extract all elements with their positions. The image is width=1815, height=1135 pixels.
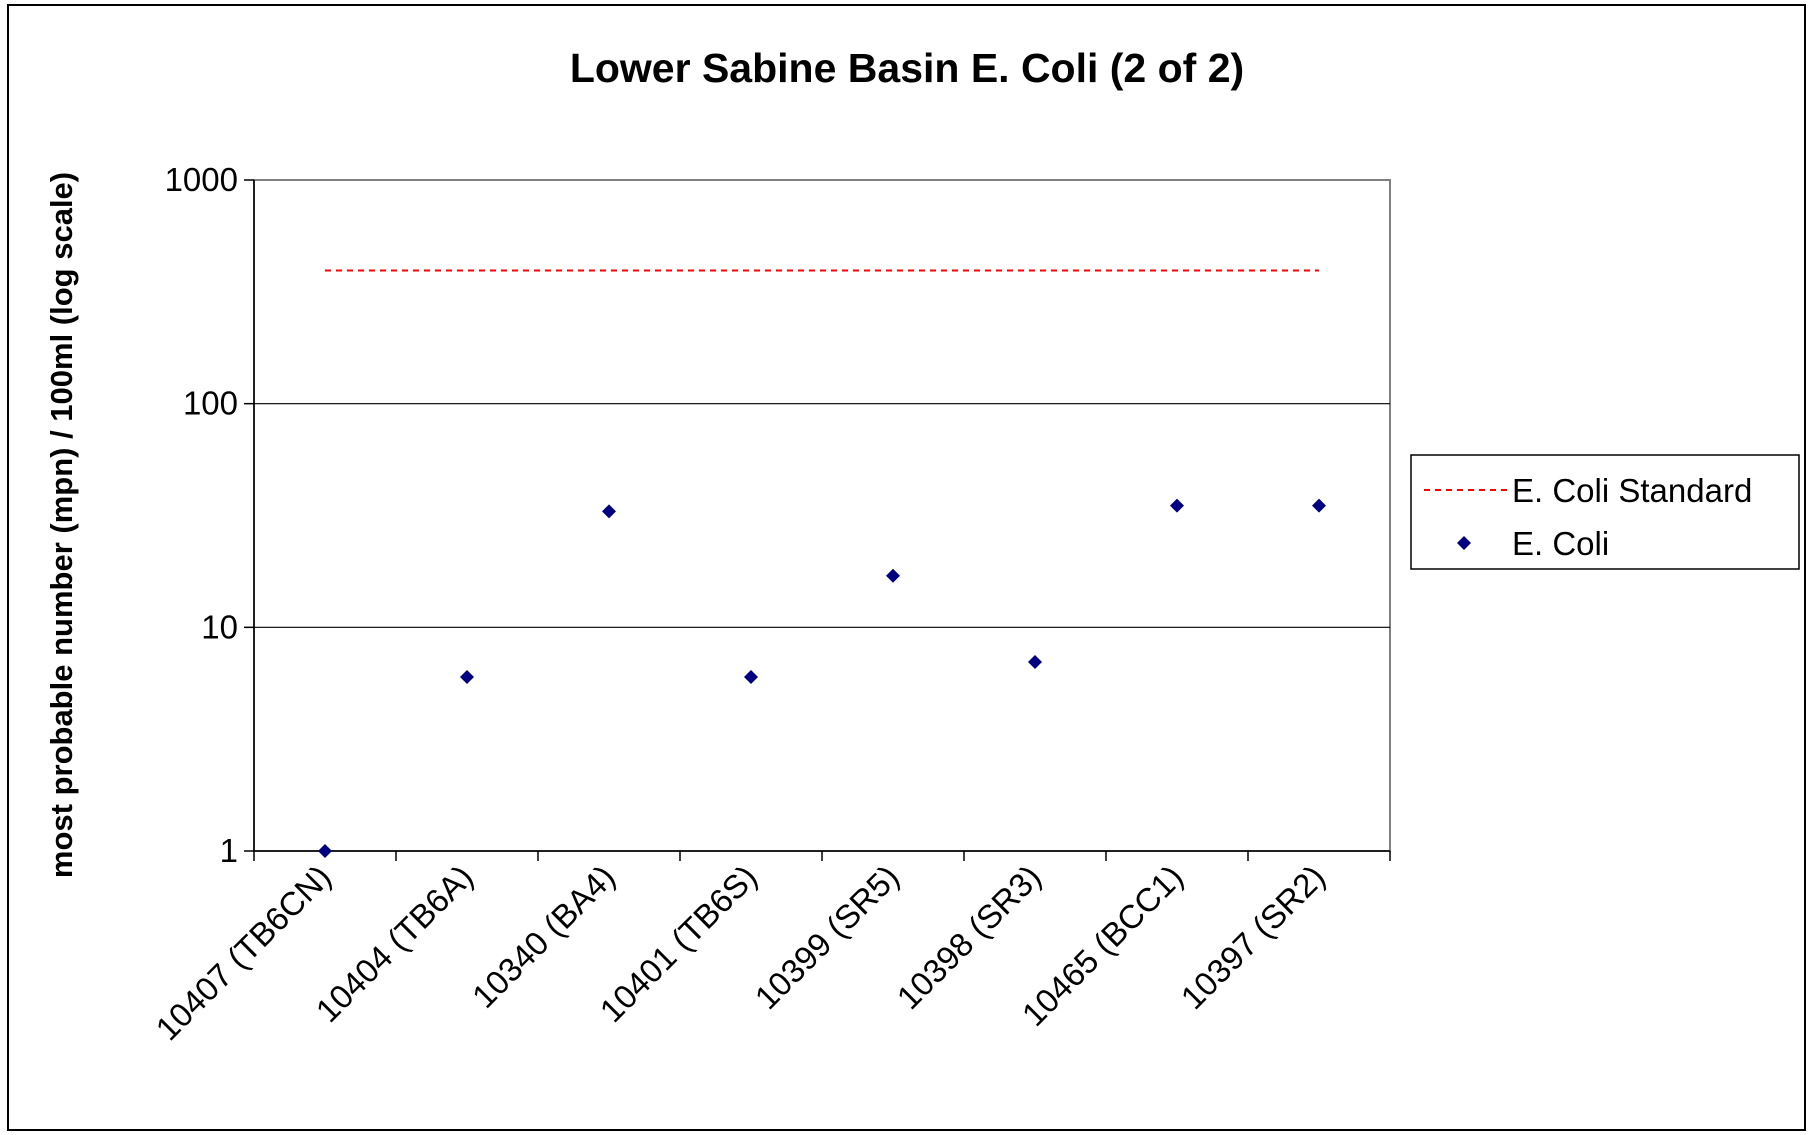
data-point (1170, 498, 1184, 513)
data-point (1312, 498, 1326, 513)
legend-swatch-ecoli (1457, 536, 1471, 550)
legend-label-standard: E. Coli Standard (1512, 472, 1752, 509)
legend: E. Coli Standard E. Coli (1410, 454, 1800, 570)
y-tick-label: 100 (183, 385, 238, 422)
data-point (460, 669, 474, 684)
chart-title: Lower Sabine Basin E. Coli (2 of 2) (570, 45, 1244, 91)
y-tick-label: 1 (220, 832, 238, 869)
data-point (318, 844, 332, 858)
data-point (886, 568, 900, 583)
grid-lines (254, 403, 1390, 628)
data-point (744, 669, 758, 684)
data-point (1028, 654, 1042, 669)
data-point (602, 504, 616, 519)
y-tick-label: 10 (201, 608, 238, 645)
plot-area (253, 179, 1391, 852)
legend-label-ecoli: E. Coli (1512, 525, 1609, 562)
y-axis-label: most probable number (mpn) / 100ml (log … (44, 172, 79, 878)
data-series (318, 269, 1326, 858)
legend-box (1410, 454, 1800, 570)
y-tick-label: 1000 (165, 161, 238, 198)
y-tick-labels: 1 10 100 1000 (165, 161, 238, 869)
axes (244, 179, 1391, 861)
